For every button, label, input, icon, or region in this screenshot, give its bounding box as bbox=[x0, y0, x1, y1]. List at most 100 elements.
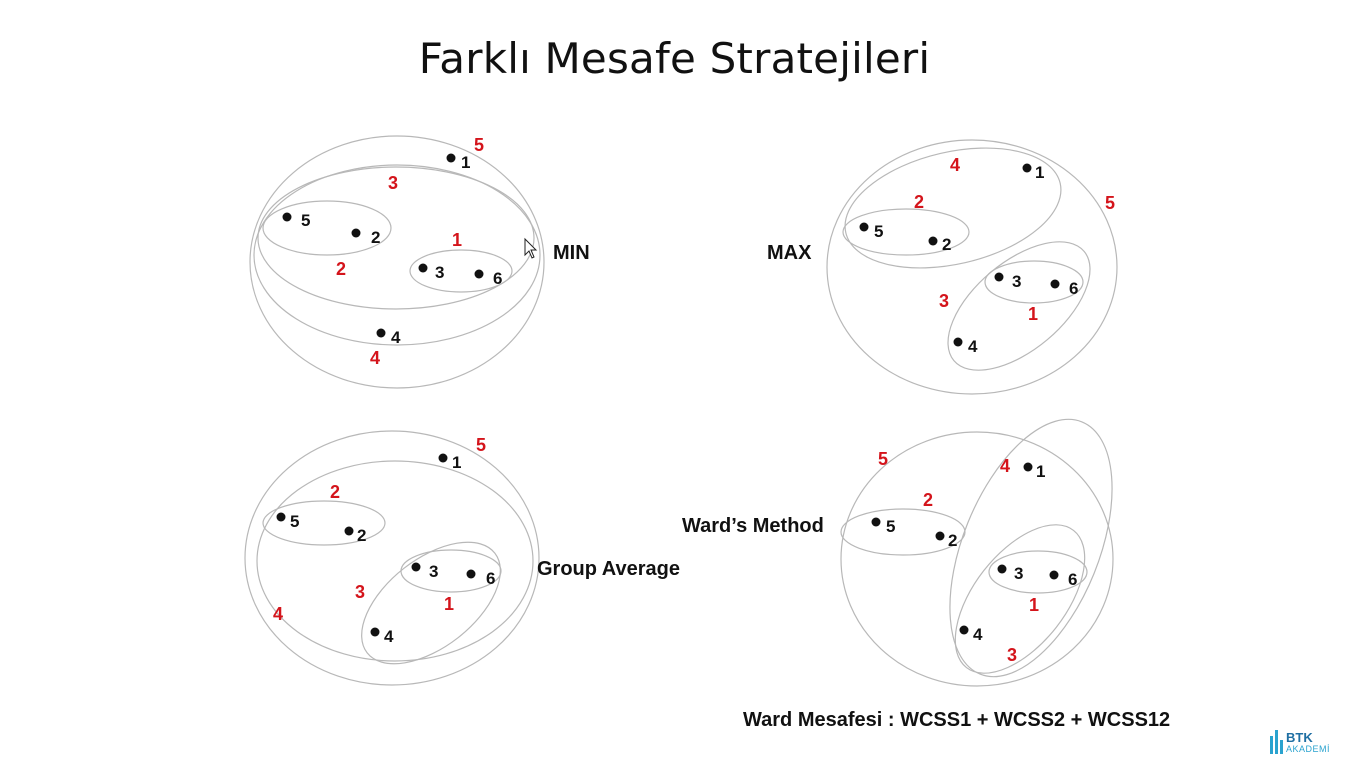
point-label: 5 bbox=[886, 517, 895, 536]
panel-min: 1 5 2 3 6 4 5 3 1 2 4 MIN bbox=[249, 135, 590, 389]
point-dot bbox=[411, 562, 421, 572]
point-dot bbox=[376, 328, 386, 338]
merge-order-label: 2 bbox=[914, 192, 924, 212]
merge-order-label: 2 bbox=[923, 490, 933, 510]
point-label: 1 bbox=[461, 153, 470, 172]
point-dot bbox=[1049, 570, 1059, 580]
point-label: 6 bbox=[493, 269, 502, 288]
point-label: 6 bbox=[1068, 570, 1077, 589]
point-dot bbox=[953, 337, 963, 347]
cluster-outline-4 bbox=[256, 460, 534, 662]
cluster-outline-3 bbox=[954, 524, 1086, 674]
point-dot bbox=[871, 517, 881, 527]
merge-order-label: 4 bbox=[1000, 456, 1010, 476]
btk-akademi-logo: BTK AKADEMİ bbox=[1268, 728, 1334, 758]
cluster-outline-2 bbox=[262, 500, 386, 546]
point-label: 5 bbox=[301, 211, 310, 230]
cluster-outline-5 bbox=[840, 431, 1114, 687]
point-dot bbox=[276, 512, 286, 522]
point-dot bbox=[351, 228, 361, 238]
point-dot bbox=[418, 263, 428, 273]
panel-wards-method: 1 5 2 3 6 4 5 4 2 1 3 Ward’s Method bbox=[682, 418, 1114, 687]
point-dot bbox=[994, 272, 1004, 282]
point-label: 3 bbox=[1014, 564, 1023, 583]
merge-order-label: 1 bbox=[1028, 304, 1038, 324]
logo-bar-icon bbox=[1280, 740, 1283, 754]
cluster-outline-4 bbox=[844, 147, 1062, 269]
point-dot bbox=[928, 236, 938, 246]
logo-subtitle: AKADEMİ bbox=[1286, 744, 1331, 754]
cluster-outline-1 bbox=[988, 550, 1088, 594]
merge-order-label: 2 bbox=[330, 482, 340, 502]
merge-order-label: 3 bbox=[388, 173, 398, 193]
point-label: 5 bbox=[874, 222, 883, 241]
point-label: 1 bbox=[1035, 163, 1044, 182]
cluster-outline-4 bbox=[949, 418, 1113, 678]
merge-order-label: 2 bbox=[336, 259, 346, 279]
point-label: 4 bbox=[973, 625, 983, 644]
cluster-outline-1 bbox=[400, 549, 502, 593]
point-label: 2 bbox=[357, 526, 366, 545]
ward-formula: Ward Mesafesi : WCSS1 + WCSS2 + WCSS12 bbox=[743, 709, 1170, 731]
cluster-outline-4 bbox=[253, 164, 541, 346]
logo-bar-icon bbox=[1270, 736, 1273, 754]
point-label: 1 bbox=[452, 453, 461, 472]
point-dot bbox=[935, 531, 945, 541]
merge-order-label: 4 bbox=[273, 604, 283, 624]
merge-order-label: 4 bbox=[950, 155, 960, 175]
point-label: 2 bbox=[942, 235, 951, 254]
merge-order-label: 3 bbox=[1007, 645, 1017, 665]
merge-order-label: 1 bbox=[452, 230, 462, 250]
panel-group-average: 1 5 2 3 6 4 5 2 3 1 4 Group Average bbox=[244, 430, 680, 686]
method-label-wards: Ward’s Method bbox=[682, 515, 824, 537]
cluster-outline-2 bbox=[840, 508, 966, 556]
point-dot bbox=[859, 222, 869, 232]
point-label: 5 bbox=[290, 512, 299, 531]
point-dot bbox=[344, 526, 354, 536]
cluster-outline-5 bbox=[826, 139, 1118, 395]
point-label: 3 bbox=[435, 263, 444, 282]
point-dot bbox=[446, 153, 456, 163]
cluster-outline-3 bbox=[257, 166, 535, 310]
point-dot bbox=[997, 564, 1007, 574]
point-label: 4 bbox=[968, 337, 978, 356]
point-label: 1 bbox=[1036, 462, 1045, 481]
merge-order-label: 5 bbox=[878, 449, 888, 469]
point-label: 6 bbox=[486, 569, 495, 588]
merge-order-label: 4 bbox=[370, 348, 380, 368]
merge-order-label: 3 bbox=[939, 291, 949, 311]
method-label-min: MIN bbox=[553, 242, 590, 264]
point-dot bbox=[1023, 462, 1033, 472]
merge-order-label: 5 bbox=[1105, 193, 1115, 213]
point-dot bbox=[282, 212, 292, 222]
point-dot bbox=[474, 269, 484, 279]
merge-order-label: 5 bbox=[476, 435, 486, 455]
merge-order-label: 1 bbox=[444, 594, 454, 614]
point-dot bbox=[438, 453, 448, 463]
point-dot bbox=[466, 569, 476, 579]
point-label: 3 bbox=[1012, 272, 1021, 291]
point-label: 6 bbox=[1069, 279, 1078, 298]
point-label: 3 bbox=[429, 562, 438, 581]
logo-name: BTK bbox=[1286, 730, 1313, 745]
page-title: Farklı Mesafe Stratejileri bbox=[418, 34, 931, 83]
cluster-outline-2 bbox=[262, 200, 392, 256]
cluster-outline-5 bbox=[249, 135, 545, 389]
point-label: 4 bbox=[384, 627, 394, 646]
panel-max: 1 5 2 3 6 4 4 2 5 3 1 MAX bbox=[767, 139, 1118, 395]
point-dot bbox=[1050, 279, 1060, 289]
merge-order-label: 5 bbox=[474, 135, 484, 155]
cluster-outline-3 bbox=[947, 241, 1091, 371]
cluster-outline-3 bbox=[361, 541, 501, 665]
cluster-outline-1 bbox=[984, 260, 1084, 304]
point-label: 4 bbox=[391, 328, 401, 347]
logo-bar-icon bbox=[1275, 730, 1278, 754]
point-dot bbox=[370, 627, 380, 637]
cluster-outline-5 bbox=[244, 430, 540, 686]
merge-order-label: 3 bbox=[355, 582, 365, 602]
point-label: 2 bbox=[371, 228, 380, 247]
point-dot bbox=[1022, 163, 1032, 173]
cluster-outline-2 bbox=[842, 208, 970, 256]
cluster-outline-1 bbox=[409, 249, 513, 293]
